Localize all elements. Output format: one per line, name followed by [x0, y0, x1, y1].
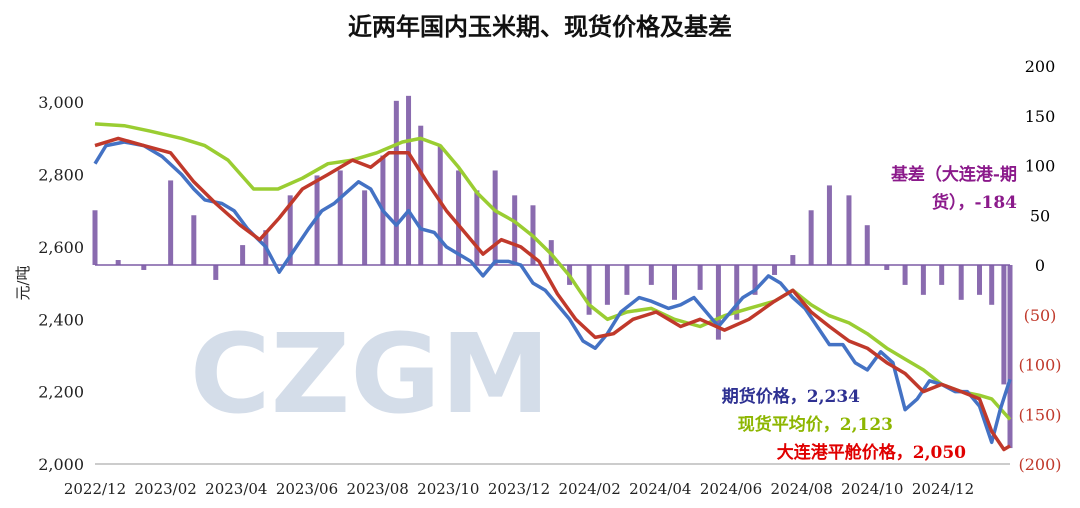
basis-bar — [437, 145, 443, 265]
basis-bar — [1001, 265, 1007, 385]
basis-bar — [191, 215, 197, 265]
x-tick-label: 2023/02 — [135, 480, 197, 498]
basis-bar — [977, 265, 982, 295]
right-tick-label: (50) — [1024, 306, 1057, 325]
basis-bar — [697, 265, 703, 290]
right-tick-label: (200) — [1018, 455, 1061, 474]
basis-bar — [586, 265, 592, 315]
left-tick-label: 2,400 — [38, 310, 84, 329]
basis-bar — [456, 170, 462, 265]
right-tick-label: 200 — [1025, 57, 1056, 76]
basis-label-line2: 货），-184 — [932, 192, 1017, 213]
basis-bar — [240, 245, 246, 265]
basis-label-line1: 基差（大连港-期 — [890, 164, 1017, 185]
basis-bar — [920, 265, 926, 295]
left-tick-label: 2,200 — [38, 383, 84, 402]
basis-bar — [337, 170, 343, 265]
futures-value-label: 期货价格，2,234 — [722, 386, 860, 407]
basis-bar — [492, 170, 498, 265]
basis-bar — [604, 265, 610, 305]
basis-bar — [287, 195, 293, 265]
right-tick-label: 50 — [1030, 206, 1050, 225]
right-tick-label: (100) — [1018, 356, 1061, 375]
basis-bar — [864, 225, 870, 265]
right-tick-label: 100 — [1025, 157, 1056, 176]
x-tick-label: 2024/02 — [559, 480, 621, 498]
basis-bar — [115, 260, 121, 265]
basis-bar — [168, 180, 174, 265]
basis-bar — [846, 195, 852, 265]
watermark: CZGM — [190, 310, 550, 438]
port-value-label: 大连港平舱价格，2,050 — [777, 442, 966, 463]
left-tick-label: 2,000 — [38, 455, 84, 474]
left-tick-label: 2,600 — [38, 238, 84, 257]
basis-bar — [989, 265, 995, 305]
left-tick-label: 2,800 — [38, 166, 84, 185]
spot_avg-line — [94, 122, 1012, 421]
basis-bar — [141, 265, 147, 270]
x-tick-label: 2024/10 — [841, 480, 903, 498]
basis-bar — [808, 210, 814, 265]
basis-bar — [362, 190, 368, 265]
spot-avg-value-label: 现货平均价，2,123 — [738, 414, 893, 435]
x-axis-ticks: 2022/12 2023/02 2023/04 2023/06 2023/08 2023/… — [64, 480, 974, 498]
x-tick-label: 2024/04 — [629, 480, 691, 498]
right-axis-ticks: (200) (150) (100) (50) 0 50 100 150 200 — [1018, 57, 1061, 474]
series-labels: 基差（大连港-期货），-184 期货价格，2,234 现货平均价，2,123 大连港平… — [722, 164, 1017, 463]
basis-bar — [624, 265, 630, 295]
basis-bar — [790, 255, 796, 265]
basis-bar — [715, 265, 721, 340]
basis-bar — [92, 210, 98, 265]
y-axis-label: 元/吨 — [14, 265, 32, 300]
basis-bar — [734, 265, 740, 320]
basis-bar — [474, 190, 480, 265]
port-line — [94, 136, 1011, 452]
basis-bar — [314, 175, 320, 265]
futures-line — [93, 140, 1012, 445]
x-tick-label: 2023/06 — [276, 480, 338, 498]
basis-bar — [1007, 265, 1013, 449]
basis-bar — [672, 265, 677, 300]
x-tick-label: 2023/12 — [488, 480, 550, 498]
chart-title: 近两年国内玉米期、现货价格及基差 — [348, 12, 732, 41]
basis-bar — [958, 265, 964, 300]
x-tick-label: 2024/08 — [771, 480, 833, 498]
basis-bar — [939, 265, 945, 285]
right-tick-label: (150) — [1018, 405, 1061, 424]
x-tick-label: 2023/04 — [205, 480, 267, 498]
basis-bar — [902, 265, 908, 285]
basis-bar — [213, 265, 219, 280]
left-tick-label: 3,000 — [38, 93, 84, 112]
basis-bar — [418, 125, 424, 265]
basis-bar — [648, 265, 654, 285]
price-lines — [93, 122, 1012, 452]
x-tick-label: 2023/10 — [417, 480, 479, 498]
right-tick-label: 150 — [1025, 107, 1056, 126]
x-tick-label: 2023/08 — [347, 480, 409, 498]
basis-bar — [406, 95, 412, 265]
left-axis-ticks: 2,000 2,200 2,400 2,600 2,800 3,000 — [38, 93, 84, 474]
x-tick-label: 2024/12 — [912, 480, 974, 498]
right-tick-label: 0 — [1035, 256, 1045, 275]
basis-bar — [772, 265, 778, 275]
x-tick-label: 2024/06 — [700, 480, 762, 498]
basis-bar — [826, 185, 832, 265]
basis-bar — [752, 265, 758, 295]
basis-bar — [884, 265, 890, 270]
basis-bar — [393, 100, 399, 265]
x-tick-label: 2022/12 — [64, 480, 126, 498]
basis-bar — [512, 195, 518, 265]
